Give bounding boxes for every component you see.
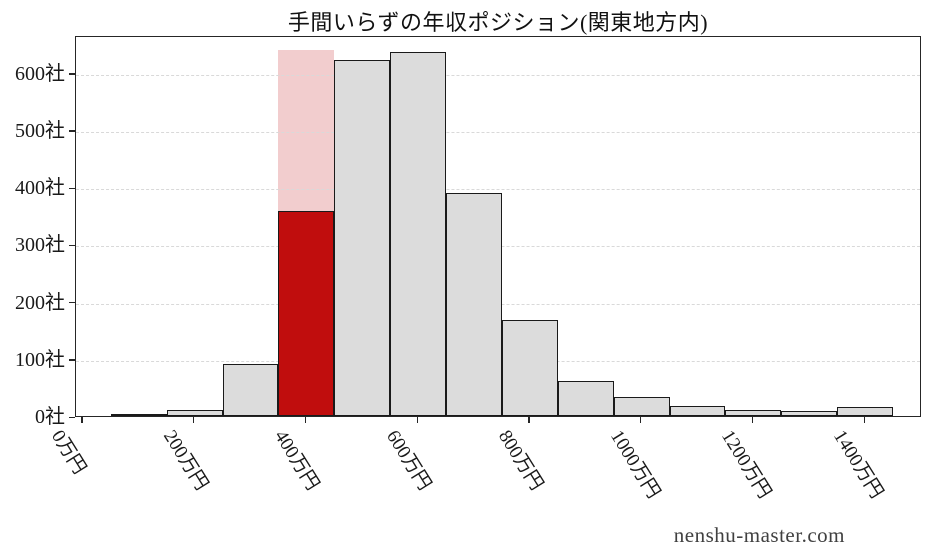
histogram-bar [837, 406, 893, 416]
histogram-bar [166, 409, 223, 416]
gridline-y-400 [76, 189, 920, 191]
x-tick-label: 0万円 [46, 426, 90, 479]
histogram-bar [557, 380, 614, 416]
x-axis-tick [751, 417, 754, 423]
watermark-text: nenshu-master.com [673, 523, 845, 547]
y-axis-tick [69, 359, 75, 361]
histogram-bar [222, 363, 279, 416]
y-tick-label: 100社 [15, 348, 65, 371]
x-axis-tick [416, 417, 418, 423]
x-axis-tick [640, 417, 642, 423]
y-tick-label: 600社 [15, 62, 65, 85]
y-axis-tick [69, 130, 75, 132]
y-tick-label: 0社 [35, 406, 65, 428]
x-axis-tick [193, 417, 195, 423]
y-axis-tick [69, 302, 75, 304]
histogram-bar [669, 406, 726, 416]
x-tick-label: 400万円 [270, 426, 324, 495]
company-position-bar [278, 210, 335, 416]
y-tick-label: 200社 [15, 291, 65, 314]
y-tick-label: 500社 [15, 119, 65, 142]
histogram-bar [613, 397, 670, 416]
x-tick-label: 200万円 [158, 426, 212, 495]
x-tick-label: 1200万円 [717, 426, 776, 503]
y-axis-tick [69, 73, 75, 75]
histogram-bar [334, 60, 391, 416]
x-axis-tick [863, 417, 865, 423]
x-tick-label: 800万円 [493, 426, 547, 495]
plot-area [75, 36, 921, 417]
histogram-bar [725, 410, 782, 416]
x-tick-label: 600万円 [382, 426, 436, 495]
x-tick-label: 1000万円 [605, 426, 664, 503]
y-tick-label: 400社 [15, 177, 65, 200]
x-axis-tick [304, 417, 307, 423]
x-axis-tick [81, 417, 83, 423]
histogram-bar [390, 51, 447, 416]
y-axis-tick [69, 244, 75, 247]
x-axis-tick [528, 417, 530, 423]
histogram-bar [110, 414, 167, 416]
x-tick-label: 1400万円 [828, 426, 888, 503]
y-tick-label: 300社 [15, 234, 65, 257]
histogram-bar [781, 411, 838, 416]
histogram-bar [501, 320, 558, 416]
y-axis-tick [69, 187, 75, 189]
histogram-bar [446, 192, 502, 416]
chart-title: 手間いらずの年収ポジション(関東地方内) [287, 10, 709, 35]
gridline-y-500 [76, 131, 920, 133]
gridline-y-600 [76, 74, 920, 76]
y-axis-tick [69, 416, 75, 418]
